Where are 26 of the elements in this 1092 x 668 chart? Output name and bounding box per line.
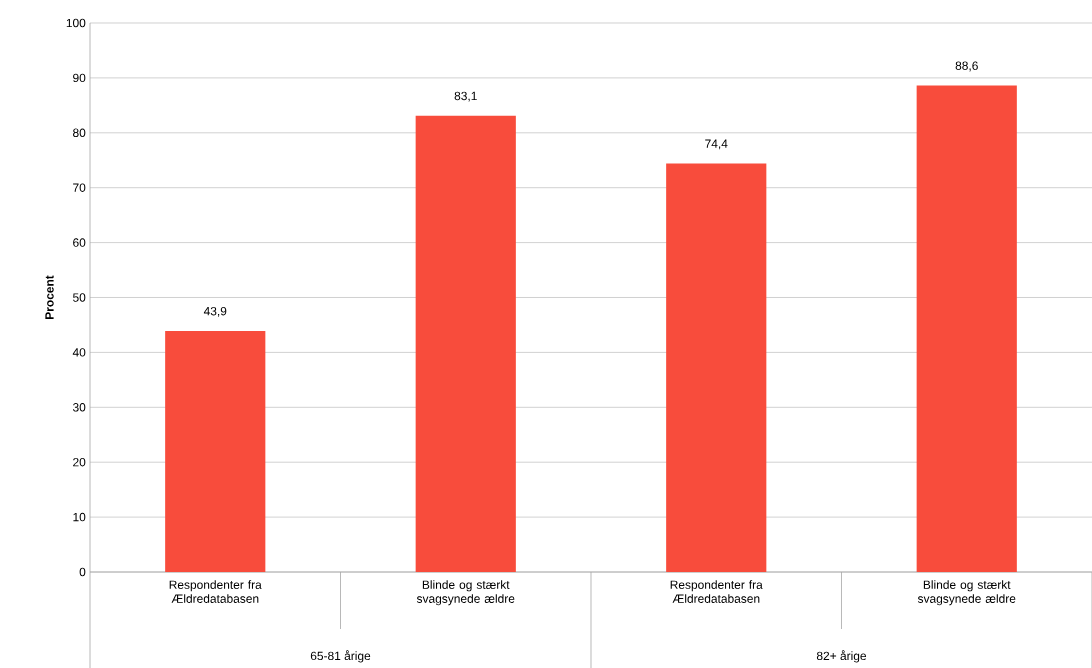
y-tick-label: 100	[66, 18, 86, 28]
y-tick-label: 80	[73, 128, 86, 138]
x-tick-label: Blinde og stærkt svagsynede ældre	[917, 580, 1016, 606]
y-tick-label: 40	[72, 348, 86, 357]
text: 82+ årige	[816, 650, 867, 663]
y-tick-label: 70	[73, 183, 86, 192]
y-tick-label: 50	[73, 293, 86, 302]
bar	[165, 330, 266, 572]
y-tick-label: 90	[73, 73, 86, 83]
x-tick-label: Respondenter fra Ældredatabasen	[670, 580, 763, 603]
data-label: 83,1	[454, 91, 477, 102]
bar	[415, 115, 516, 572]
y-tick-label: 30	[72, 403, 86, 412]
bar	[916, 85, 1017, 572]
y-tick-label: 60	[73, 238, 86, 247]
x-tick-label: Respondenter fra Ældredatabasen	[169, 580, 262, 603]
x-tick-label: Blinde og stærkt svagsynede ældre	[416, 580, 515, 606]
y-tick-label: 20	[73, 457, 86, 467]
data-label: 88,6	[955, 61, 978, 72]
data-label: 74,4	[705, 139, 728, 150]
bar	[666, 163, 767, 572]
y-tick-label: 10	[73, 512, 86, 522]
y-tick-label: 0	[79, 567, 86, 577]
y-axis-title: Procent	[45, 275, 54, 319]
data-label: 43,9	[203, 306, 227, 317]
text: 65-81 årige	[310, 650, 371, 663]
